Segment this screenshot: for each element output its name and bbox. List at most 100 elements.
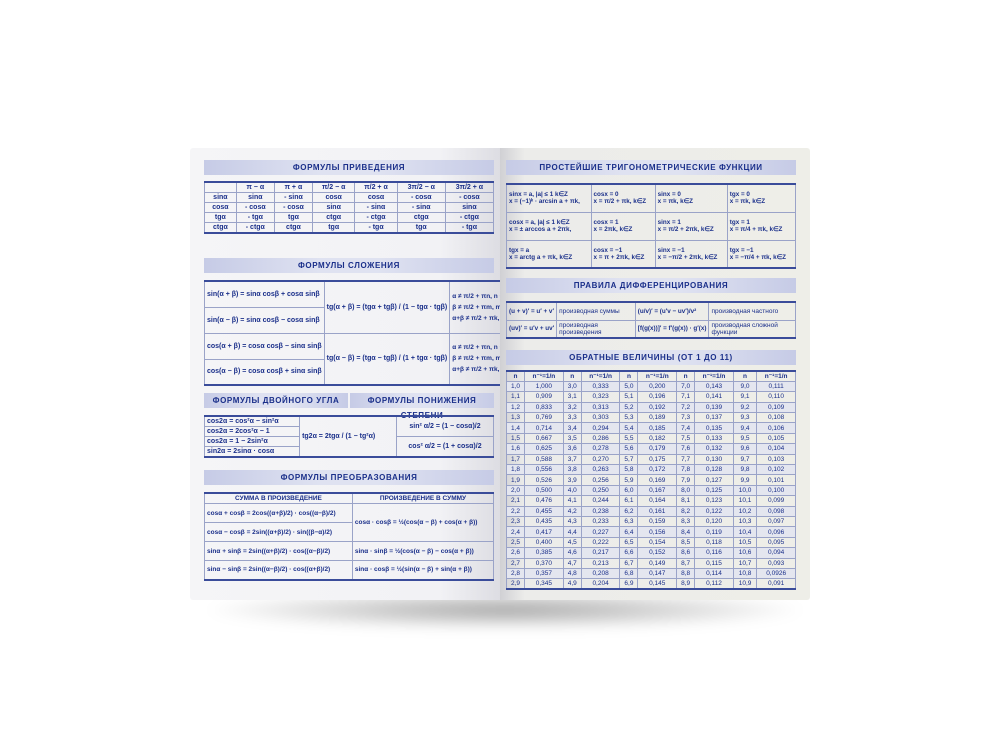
n-value: 10,6	[732, 547, 758, 559]
equation-line: x = π/2 + 2πk, k∈Z	[657, 226, 714, 233]
reciprocal-value: 0,149	[637, 557, 678, 569]
reciprocal-value: 0,455	[524, 505, 564, 517]
formula: sinα · cosβ = ½(sin(α − β) + sin(α + β))	[351, 560, 495, 580]
reciprocal-value: 0,097	[756, 515, 796, 528]
formula: cosα · cosβ = ½(cos(α − β) + cos(α + β))	[351, 503, 495, 542]
reciprocal-value: 0,400	[524, 536, 564, 549]
sum-title: СУММА В ПРОИЗВЕДЕНИЕ	[204, 492, 353, 504]
n-value: 9,4	[732, 422, 758, 434]
reciprocal-value: 0,213	[580, 557, 621, 569]
reciprocal-value: 0,101	[756, 474, 796, 486]
n-value: 3,2	[562, 401, 582, 414]
double-power-table: cos2α = cos²α − sin²α tg2α = 2tgα / (1 − …	[203, 415, 494, 458]
reciprocal-value: 0,099	[756, 495, 796, 507]
table-cell: tgα	[273, 212, 314, 223]
condition: β ≠ π/2 + πm, m ∈ Z	[452, 303, 515, 311]
n-value: 10,9	[732, 578, 758, 590]
n-value: 7,3	[676, 412, 696, 424]
equation-line: sinx = −1	[657, 246, 685, 254]
n-value: 1,4	[505, 422, 526, 434]
table-cell: - sinα	[273, 192, 314, 203]
reciprocal-value: 0,167	[637, 484, 678, 497]
addition-title: ФОРМУЛЫ СЛОЖЕНИЯ	[204, 258, 494, 273]
reciprocal-value: 0,294	[580, 422, 621, 434]
reciprocal-value: 0,141	[694, 391, 734, 403]
n-value: 6,7	[619, 557, 639, 569]
n-value: 7,8	[676, 463, 696, 476]
double-title: ФОРМУЛЫ ДВОЙНОГО УГЛА	[204, 393, 348, 408]
condition: α ≠ π/2 + πn, n ∈ Z	[452, 344, 511, 352]
reciprocal-value: 0,270	[580, 453, 621, 466]
reciprocal-value: 0,139	[694, 401, 734, 414]
addition-section: ФОРМУЛЫ СЛОЖЕНИЯ sin(α + β) = sinα cosβ …	[204, 258, 522, 386]
reciprocal-value: 0,208	[580, 567, 621, 580]
table-row: 2,6 0,385 4,6 0,217 6,6 0,152 8,6 0,116 10,6 0,09…	[505, 547, 796, 559]
table-row: 1,6 0,625 3,6 0,278 5,6 0,179 7,6 0,132 9,6 0,104	[505, 443, 796, 455]
n-value: 10,8	[732, 567, 758, 580]
column-header: n	[619, 370, 639, 382]
n-value: 7,9	[676, 474, 696, 486]
table-row: tgα - tgα tgα ctgα - ctgα ctgα - ctgα	[204, 212, 495, 223]
n-value: 8,9	[676, 578, 696, 590]
double-power-headers: ФОРМУЛЫ ДВОЙНОГО УГЛА ФОРМУЛЫ ПОНИЖЕНИЯ …	[204, 393, 494, 420]
table-row: 2,8 0,357 4,8 0,208 6,8 0,147 8,8 0,114 10,8 0,09…	[505, 567, 796, 580]
formula: sin(α − β) = sinα cosβ − cosα sinβ	[204, 306, 325, 334]
table-cell: - tgα	[444, 222, 495, 234]
table-row: 1,2 0,833 3,2 0,313 5,2 0,192 7,2 0,139 9,2 0,109	[505, 401, 796, 414]
reciprocal-value: 0,112	[694, 578, 734, 590]
table-cell: - tgα	[354, 222, 398, 234]
n-value: 6,0	[619, 484, 639, 497]
reciprocal-value: 0,164	[637, 495, 678, 507]
reciprocal-value: 0,105	[756, 432, 796, 445]
right-page: ПРОСТЕЙШИЕ ТРИГОНОМЕТРИЧЕСКИЕ ФУНКЦИИ si…	[500, 148, 810, 600]
table-row: sinα sinα - sinα cosα cosα - cosα - cosα	[204, 192, 495, 203]
reciprocal-value: 0,263	[580, 463, 621, 476]
n-value: 4,5	[562, 536, 582, 549]
n-value: 7,7	[676, 453, 696, 466]
n-value: 9,1	[732, 391, 758, 403]
reciprocal-value: 0,476	[524, 495, 564, 507]
equation-line: sinx = a, |a| ≤ 1 k∈Z	[509, 191, 568, 199]
table-row: 2,2 0,455 4,2 0,238 6,2 0,161 8,2 0,122 10,2 0,09…	[505, 505, 796, 517]
addition-table: sin(α + β) = sinα cosβ + cosα sinβ tg(α +…	[204, 280, 522, 386]
reciprocal-value: 0,200	[637, 380, 678, 393]
n-value: 9,2	[732, 401, 758, 414]
reciprocal-value: 0,185	[637, 422, 678, 434]
formula: tg(α + β) = (tgα + tgβ) / (1 − tgα · tgβ…	[323, 280, 451, 334]
formula: cosα + cosβ = 2cos((α+β)/2) · cos((α−β)/…	[204, 503, 353, 523]
reciprocal-value: 0,123	[694, 495, 734, 507]
reciprocal-value: 0,156	[637, 526, 678, 538]
n-value: 2,5	[505, 536, 526, 549]
reciprocal-value: 0,588	[524, 453, 564, 466]
n-value: 4,8	[562, 567, 582, 580]
condition: α ≠ π/2 + πn, n ∈ Z	[452, 292, 511, 300]
table-row: 1,8 0,556 3,8 0,263 5,8 0,172 7,8 0,128 9,8 0,102	[505, 463, 796, 476]
reciprocal-value: 0,132	[694, 443, 734, 455]
reciprocal-value: 0,093	[756, 557, 796, 569]
n-value: 5,6	[619, 443, 639, 455]
n-value: 5,2	[619, 401, 639, 414]
column-header: n⁻¹=1/n	[580, 370, 621, 382]
reciprocal-value: 0,256	[580, 474, 621, 486]
table-row: 2,9 0,345 4,9 0,204 6,9 0,145 8,9 0,112 10,9 0,09…	[505, 578, 796, 590]
reciprocal-value: 0,130	[694, 453, 734, 466]
power-title: ФОРМУЛЫ ПОНИЖЕНИЯ СТЕПЕНИ	[350, 393, 494, 420]
n-value: 3,1	[562, 391, 582, 403]
n-value: 2,2	[505, 505, 526, 517]
equation-line: tgx = a	[509, 246, 530, 254]
formula: sin² α/2 = (1 − cosα)/2	[396, 415, 494, 437]
n-value: 4,2	[562, 505, 582, 517]
table-row: 1,9 0,526 3,9 0,256 5,9 0,169 7,9 0,127 9,9 0,101	[505, 474, 796, 486]
equation-line: sinx = 0	[657, 191, 681, 199]
table-row: 1,3 0,769 3,3 0,303 5,3 0,189 7,3 0,137 9,3 0,108	[505, 412, 796, 424]
table-cell: cosα	[354, 192, 398, 203]
n-value: 1,9	[505, 474, 526, 486]
n-value: 9,9	[732, 474, 758, 486]
formula: cos2α = cos²α − sin²α	[203, 415, 301, 427]
equation-line: tgx = −1	[729, 246, 754, 254]
reciprocal-value: 0,286	[580, 432, 621, 445]
transform-section: ФОРМУЛЫ ПРЕОБРАЗОВАНИЯ СУММА В ПРОИЗВЕДЕ…	[204, 470, 495, 581]
n-value: 1,7	[505, 453, 526, 466]
n-value: 5,3	[619, 412, 639, 424]
